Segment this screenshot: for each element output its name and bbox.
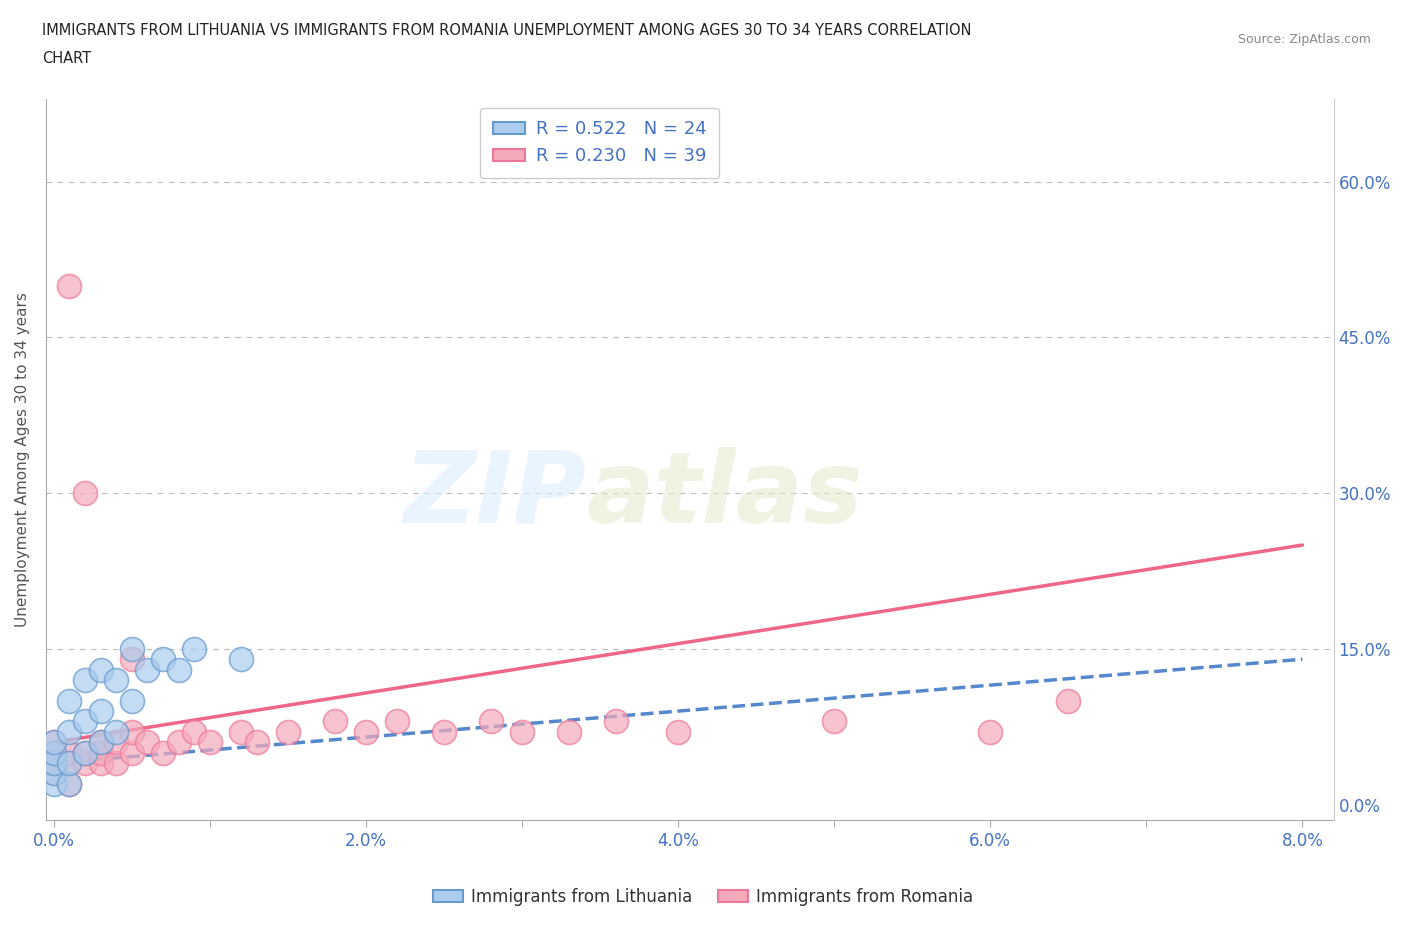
Point	[42, 745, 65, 760]
Point	[73, 672, 96, 687]
Point	[90, 745, 112, 760]
Point	[42, 735, 65, 750]
Point	[121, 642, 143, 657]
Point	[277, 724, 299, 739]
Point	[73, 745, 96, 760]
Point	[183, 642, 205, 657]
Point	[979, 724, 1001, 739]
Point	[136, 735, 159, 750]
Point	[90, 755, 112, 770]
Point	[90, 735, 112, 750]
Legend: R = 0.522   N = 24, R = 0.230   N = 39: R = 0.522 N = 24, R = 0.230 N = 39	[479, 108, 720, 178]
Legend: Immigrants from Lithuania, Immigrants from Romania: Immigrants from Lithuania, Immigrants fr…	[426, 881, 980, 912]
Point	[167, 735, 190, 750]
Point	[73, 485, 96, 500]
Point	[105, 755, 128, 770]
Point	[58, 745, 80, 760]
Point	[105, 735, 128, 750]
Point	[121, 693, 143, 708]
Point	[58, 755, 80, 770]
Point	[58, 777, 80, 791]
Point	[246, 735, 269, 750]
Point	[152, 745, 174, 760]
Point	[152, 652, 174, 667]
Point	[42, 755, 65, 770]
Point	[433, 724, 456, 739]
Point	[823, 714, 845, 729]
Point	[510, 724, 533, 739]
Text: Source: ZipAtlas.com: Source: ZipAtlas.com	[1237, 33, 1371, 46]
Point	[42, 777, 65, 791]
Point	[666, 724, 689, 739]
Point	[58, 278, 80, 293]
Point	[90, 704, 112, 719]
Point	[354, 724, 377, 739]
Point	[90, 662, 112, 677]
Text: CHART: CHART	[42, 51, 91, 66]
Point	[90, 735, 112, 750]
Point	[1057, 693, 1080, 708]
Point	[229, 652, 252, 667]
Text: atlas: atlas	[586, 447, 863, 544]
Y-axis label: Unemployment Among Ages 30 to 34 years: Unemployment Among Ages 30 to 34 years	[15, 292, 30, 627]
Point	[42, 766, 65, 781]
Point	[42, 735, 65, 750]
Point	[105, 724, 128, 739]
Point	[58, 755, 80, 770]
Point	[479, 714, 502, 729]
Text: ZIP: ZIP	[404, 447, 586, 544]
Text: IMMIGRANTS FROM LITHUANIA VS IMMIGRANTS FROM ROMANIA UNEMPLOYMENT AMONG AGES 30 : IMMIGRANTS FROM LITHUANIA VS IMMIGRANTS …	[42, 23, 972, 38]
Point	[385, 714, 408, 729]
Point	[42, 755, 65, 770]
Point	[73, 714, 96, 729]
Point	[198, 735, 221, 750]
Point	[58, 693, 80, 708]
Point	[558, 724, 581, 739]
Point	[167, 662, 190, 677]
Point	[605, 714, 627, 729]
Point	[136, 662, 159, 677]
Point	[229, 724, 252, 739]
Point	[73, 755, 96, 770]
Point	[58, 777, 80, 791]
Point	[323, 714, 346, 729]
Point	[183, 724, 205, 739]
Point	[42, 766, 65, 781]
Point	[58, 724, 80, 739]
Point	[105, 672, 128, 687]
Point	[121, 745, 143, 760]
Point	[73, 745, 96, 760]
Point	[42, 745, 65, 760]
Point	[121, 652, 143, 667]
Point	[121, 724, 143, 739]
